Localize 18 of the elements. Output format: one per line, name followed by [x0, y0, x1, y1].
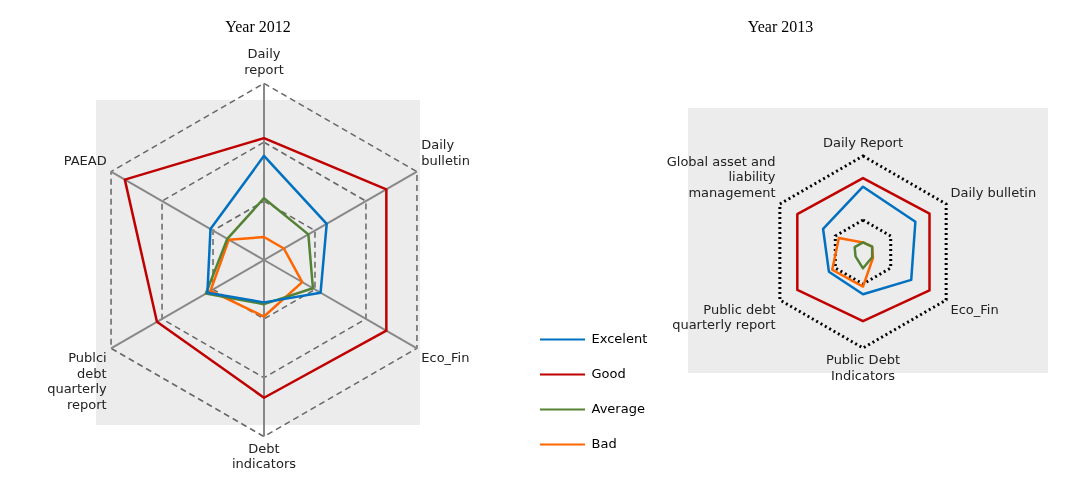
spoke-label: Daily report: [244, 46, 284, 77]
spoke-label: Debt indicators: [232, 440, 297, 472]
spoke-label: Global asset and liability management: [666, 153, 776, 201]
spoke-label: Eco_Fin: [950, 301, 999, 317]
spoke-label: Public debt quarterly report: [672, 301, 776, 333]
legend-label: Excelent: [591, 330, 648, 346]
spoke-label: Daily Report: [822, 134, 904, 150]
spoke-label: Daily bulletin: [950, 185, 1037, 201]
legend-label: Average: [591, 400, 645, 416]
spoke-label: PAEAD: [63, 152, 107, 168]
spoke-label: Daily bulletin: [421, 137, 470, 168]
legend-label: Bad: [591, 435, 617, 451]
legend-label: Good: [591, 365, 626, 381]
chart-title: Year 2013: [747, 17, 814, 35]
chart-title: Year 2012: [225, 17, 291, 35]
spoke-label: Eco_Fin: [421, 349, 470, 365]
spoke-label: Public Debt Indicators: [826, 352, 900, 383]
spoke-label: Publci debt quarterly report: [47, 349, 108, 412]
